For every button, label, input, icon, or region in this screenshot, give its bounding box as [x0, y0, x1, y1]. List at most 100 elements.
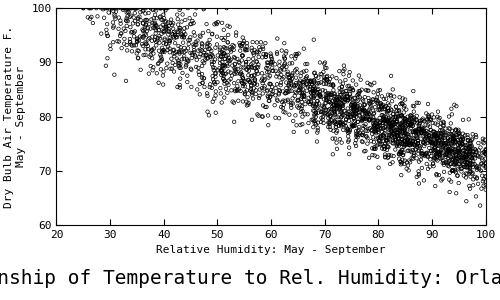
Point — [438, 134, 446, 139]
Point — [472, 164, 480, 169]
Point — [395, 156, 403, 161]
Point — [268, 65, 276, 70]
Point — [284, 71, 292, 76]
Point — [324, 120, 332, 125]
Point — [430, 157, 438, 162]
Point — [270, 103, 278, 108]
Point — [314, 81, 322, 85]
Point — [452, 160, 460, 165]
Point — [100, 15, 108, 20]
Point — [341, 121, 349, 125]
Point — [438, 142, 446, 147]
Point — [393, 118, 401, 123]
Point — [338, 111, 346, 116]
Point — [346, 91, 354, 96]
Point — [438, 136, 446, 141]
Point — [328, 111, 336, 116]
Point — [398, 123, 406, 128]
Point — [322, 101, 330, 106]
Point — [358, 87, 366, 92]
Point — [444, 147, 452, 152]
Point — [134, 36, 141, 41]
Point — [459, 152, 467, 157]
Point — [438, 139, 446, 144]
Point — [339, 81, 347, 86]
Point — [360, 116, 368, 121]
Point — [450, 137, 458, 142]
Point — [263, 60, 271, 65]
Point — [213, 42, 221, 47]
Point — [144, 11, 152, 15]
Point — [352, 108, 360, 113]
Point — [218, 20, 226, 25]
Point — [248, 117, 256, 122]
Point — [286, 85, 294, 90]
Point — [120, 6, 128, 10]
Point — [478, 173, 486, 178]
Point — [303, 129, 311, 134]
Point — [138, 27, 146, 32]
Point — [428, 140, 436, 145]
Point — [420, 126, 428, 131]
Point — [174, 44, 182, 48]
Point — [345, 138, 353, 142]
Point — [202, 47, 209, 52]
Point — [384, 145, 392, 150]
Point — [150, 46, 158, 51]
Point — [258, 78, 266, 83]
Point — [134, 22, 141, 26]
Point — [410, 115, 418, 120]
Point — [184, 59, 192, 64]
Point — [392, 128, 400, 133]
Point — [292, 67, 300, 71]
Point — [240, 82, 248, 86]
Point — [226, 57, 234, 62]
Point — [390, 123, 398, 128]
Point — [355, 91, 363, 95]
Point — [464, 164, 472, 169]
Point — [158, 17, 166, 22]
Point — [290, 82, 298, 87]
Point — [262, 104, 270, 109]
Point — [286, 61, 294, 66]
Point — [292, 83, 300, 88]
X-axis label: Relative Humidity: May - September: Relative Humidity: May - September — [156, 245, 386, 255]
Point — [464, 138, 472, 142]
Point — [282, 110, 290, 115]
Point — [210, 60, 218, 64]
Point — [462, 143, 469, 148]
Point — [417, 157, 425, 162]
Point — [449, 158, 457, 163]
Point — [386, 162, 394, 167]
Point — [318, 117, 326, 122]
Point — [200, 7, 207, 12]
Point — [148, 38, 156, 43]
Point — [220, 76, 228, 81]
Point — [352, 82, 360, 87]
Point — [418, 152, 426, 157]
Point — [218, 54, 226, 59]
Point — [144, 44, 152, 48]
Point — [108, 6, 116, 10]
Point — [176, 8, 184, 12]
Point — [361, 108, 369, 113]
Point — [451, 158, 459, 163]
Point — [460, 163, 468, 167]
Point — [228, 46, 235, 51]
Point — [350, 107, 358, 112]
Point — [300, 93, 308, 98]
Point — [367, 103, 375, 108]
Point — [194, 38, 202, 43]
Point — [370, 126, 378, 131]
Point — [466, 174, 474, 179]
Point — [338, 97, 346, 102]
Point — [114, 39, 122, 44]
Point — [449, 152, 457, 157]
Point — [401, 130, 409, 135]
Point — [123, 6, 131, 10]
Point — [323, 74, 331, 78]
Point — [292, 52, 300, 56]
Point — [440, 142, 448, 147]
Point — [445, 154, 453, 158]
Point — [380, 107, 388, 112]
